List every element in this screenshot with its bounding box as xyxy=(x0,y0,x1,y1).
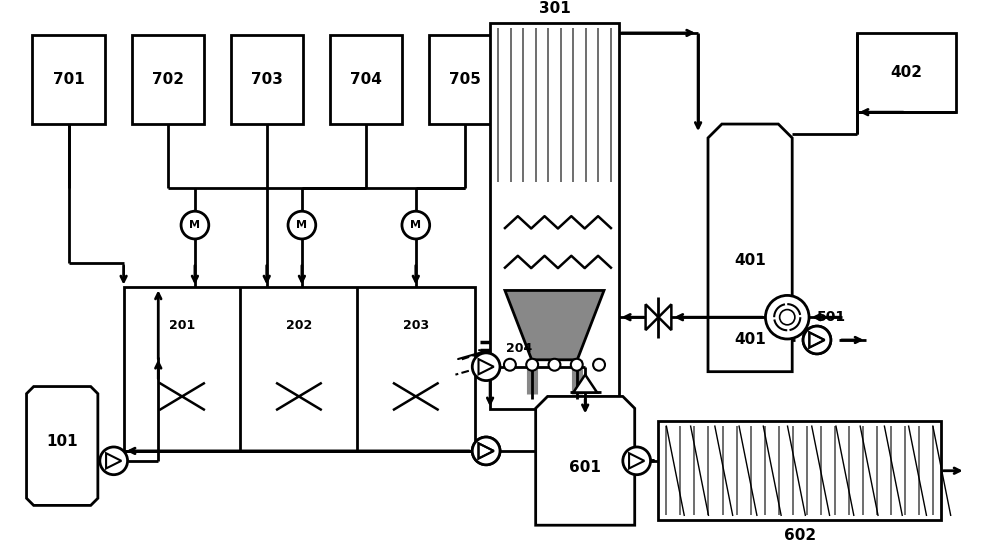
Circle shape xyxy=(549,359,560,371)
Text: 601: 601 xyxy=(569,460,601,475)
Circle shape xyxy=(472,437,500,465)
Circle shape xyxy=(288,211,316,239)
Polygon shape xyxy=(646,304,658,330)
Circle shape xyxy=(571,359,583,371)
Text: 401: 401 xyxy=(734,253,766,267)
Circle shape xyxy=(402,211,430,239)
Text: 704: 704 xyxy=(350,72,382,87)
Bar xyxy=(857,33,956,112)
Text: 501: 501 xyxy=(817,310,846,324)
Circle shape xyxy=(181,211,209,239)
Circle shape xyxy=(472,437,500,465)
Circle shape xyxy=(803,326,831,354)
Circle shape xyxy=(504,359,516,371)
Text: 701: 701 xyxy=(53,72,85,87)
Bar xyxy=(490,23,619,409)
Bar xyxy=(32,35,105,124)
Text: M: M xyxy=(296,220,307,230)
Circle shape xyxy=(593,359,605,371)
Text: 201: 201 xyxy=(169,318,195,331)
Polygon shape xyxy=(573,375,597,393)
Text: M: M xyxy=(189,220,200,230)
Text: 402: 402 xyxy=(890,65,922,80)
Text: 602: 602 xyxy=(784,528,816,543)
Text: 702: 702 xyxy=(152,72,184,87)
Circle shape xyxy=(765,295,809,339)
Polygon shape xyxy=(658,304,671,330)
Polygon shape xyxy=(536,397,635,525)
Bar xyxy=(429,35,501,124)
Circle shape xyxy=(472,353,500,381)
Text: 301: 301 xyxy=(539,1,570,16)
Polygon shape xyxy=(27,464,98,505)
Text: 703: 703 xyxy=(251,72,283,87)
Circle shape xyxy=(803,326,831,354)
Text: 401: 401 xyxy=(735,333,766,347)
Circle shape xyxy=(526,359,538,371)
Circle shape xyxy=(100,447,128,475)
Text: 705: 705 xyxy=(449,72,481,87)
Text: M: M xyxy=(410,220,421,230)
Text: 202: 202 xyxy=(286,318,312,331)
Circle shape xyxy=(623,447,651,475)
Bar xyxy=(124,288,475,451)
Bar xyxy=(658,421,941,520)
Bar xyxy=(132,35,204,124)
Bar xyxy=(330,35,402,124)
Text: 203: 203 xyxy=(403,318,429,331)
Polygon shape xyxy=(505,290,604,360)
Text: 204: 204 xyxy=(506,342,532,356)
Polygon shape xyxy=(27,387,98,505)
Bar xyxy=(231,35,303,124)
Polygon shape xyxy=(708,124,792,371)
Circle shape xyxy=(780,310,795,325)
Text: 101: 101 xyxy=(46,434,78,449)
